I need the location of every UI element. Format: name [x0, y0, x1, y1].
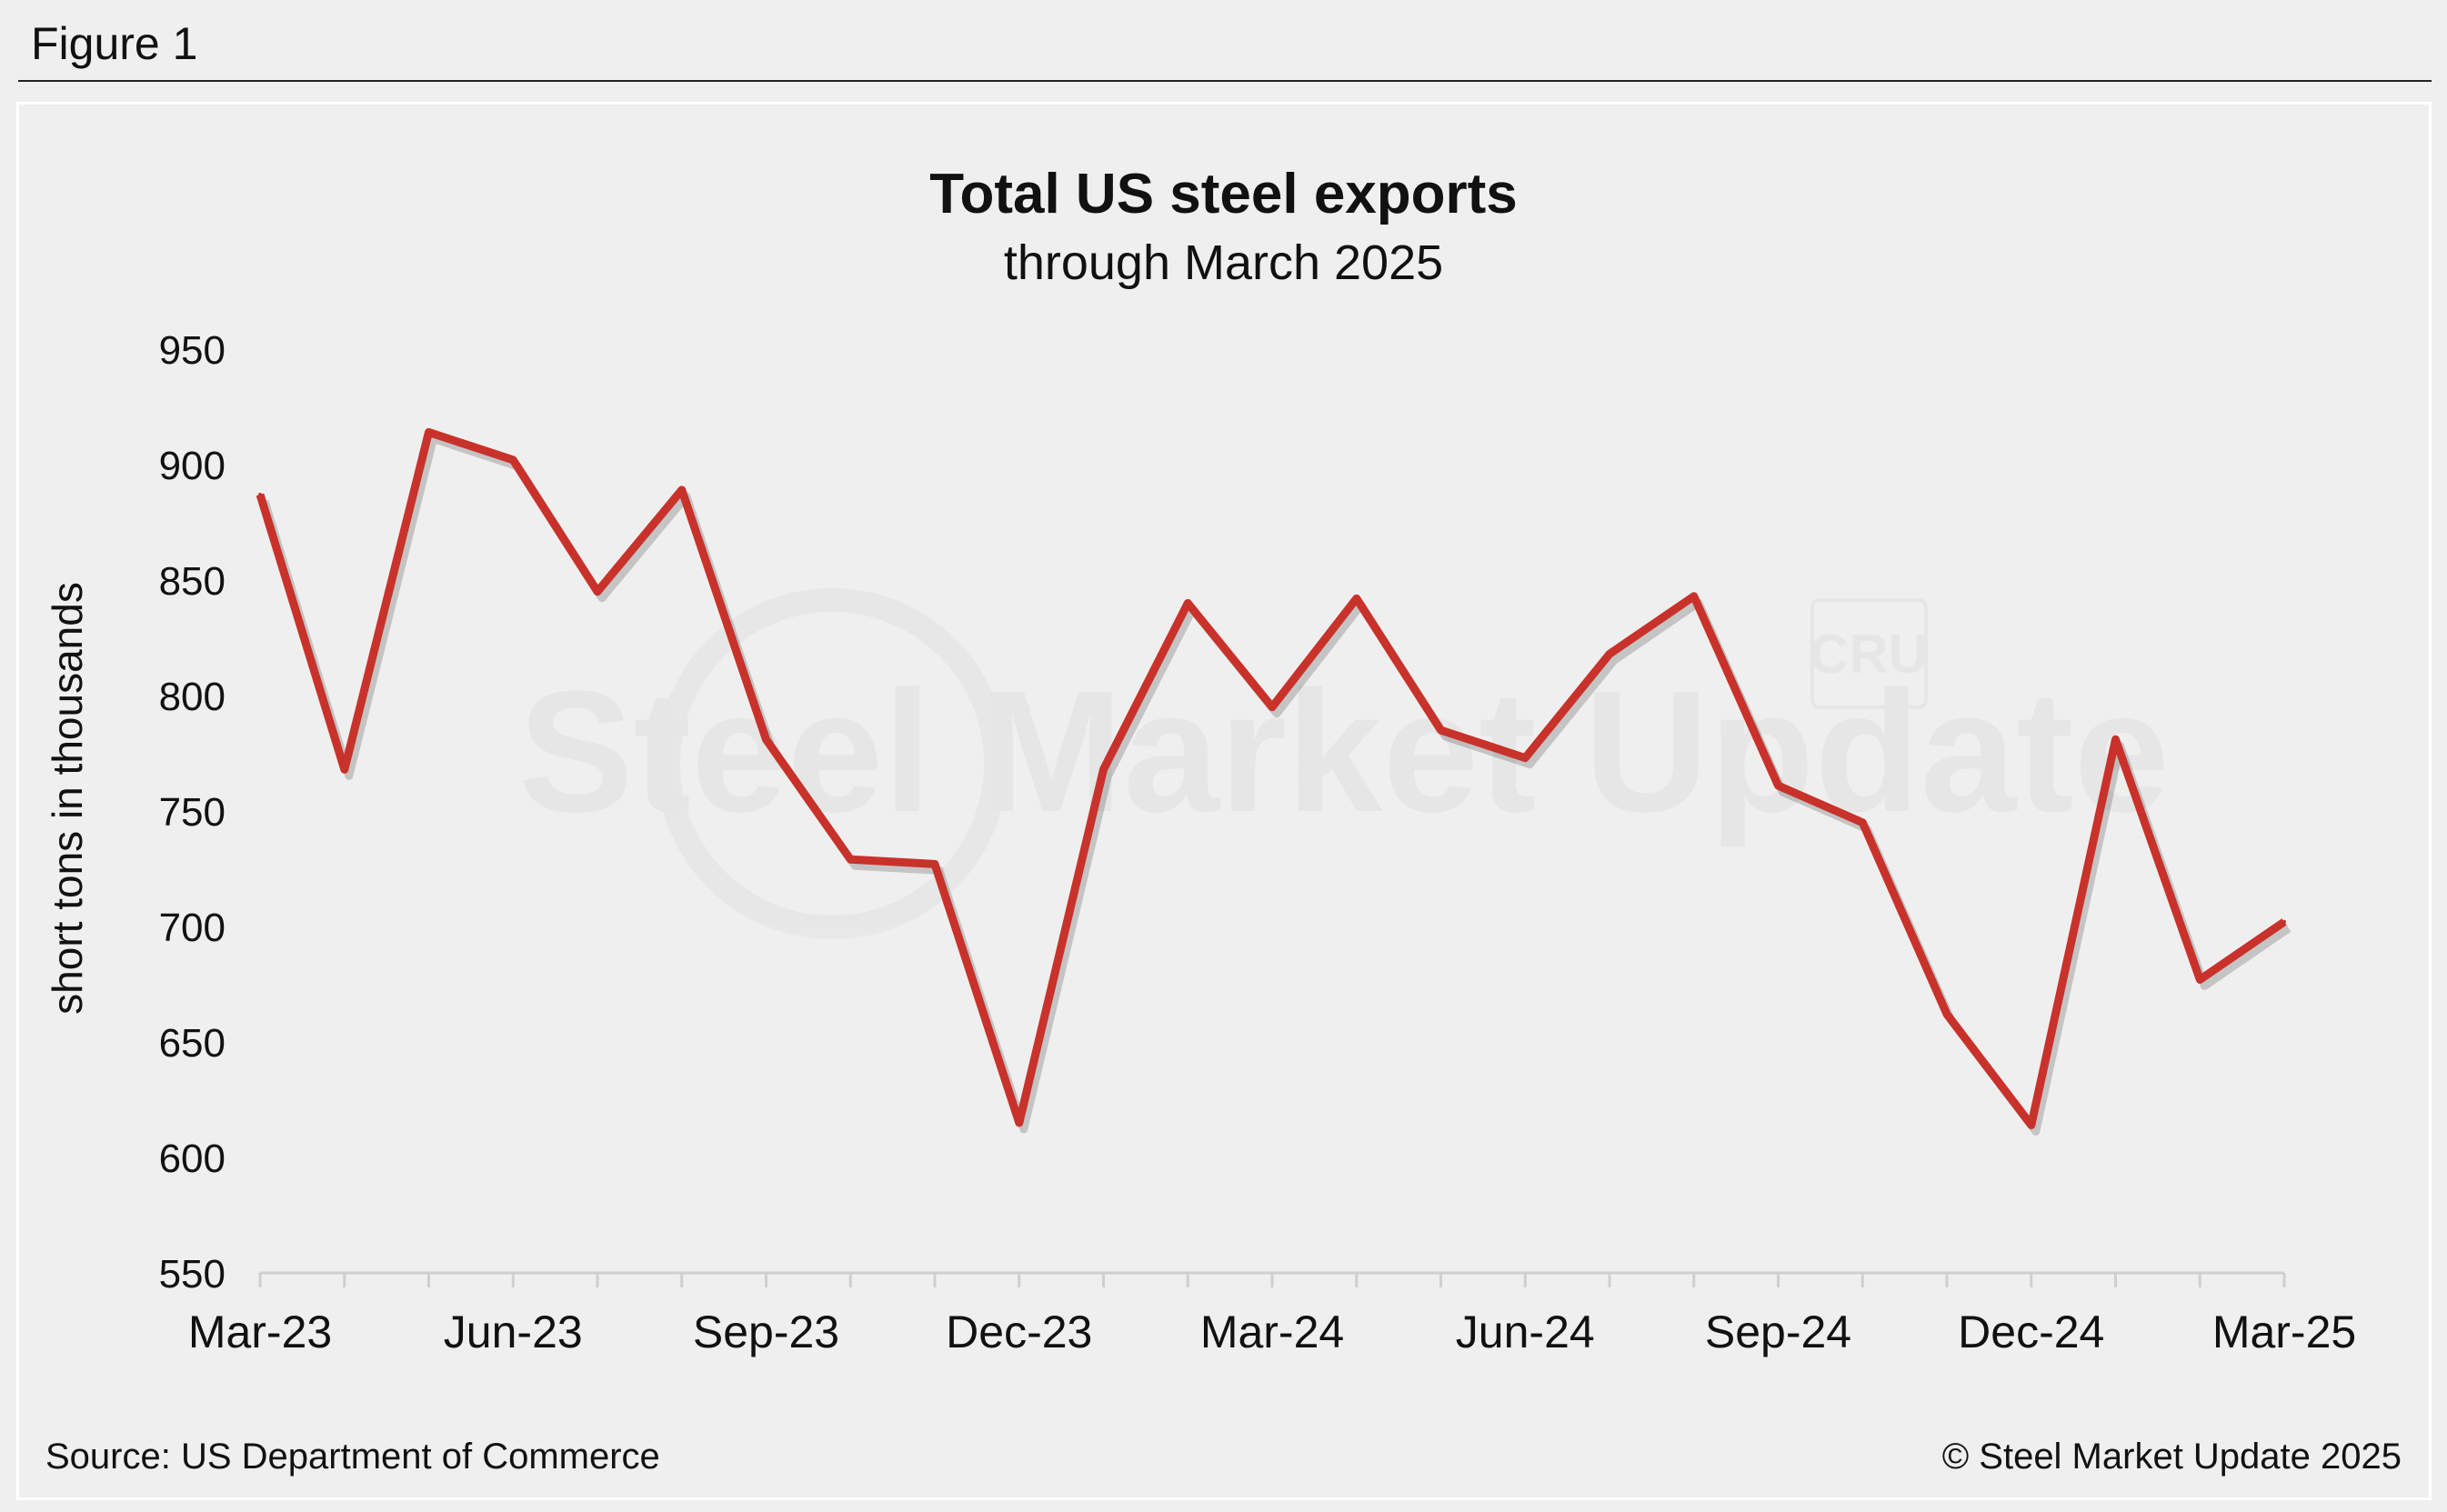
data-point: [1608, 652, 1611, 656]
x-tick-label: Mar-24: [1200, 1307, 1344, 1357]
figure-label: Figure 1: [31, 18, 198, 69]
chart-title: Total US steel exports: [929, 163, 1518, 225]
x-tick-label: Sep-24: [1705, 1307, 1851, 1357]
data-point: [2113, 737, 2118, 742]
data-point: [2198, 977, 2202, 982]
x-tick-label: Jun-24: [1456, 1307, 1595, 1357]
data-point: [2282, 919, 2286, 924]
y-axis-label: short tons in thousands: [44, 582, 91, 1015]
y-tick-label: 600: [159, 1137, 226, 1181]
data-point: [596, 589, 599, 594]
data-point: [1439, 728, 1443, 733]
source-note: Source: US Department of Commerce: [45, 1437, 660, 1477]
data-point: [1776, 784, 1780, 788]
watermark-text: Steel Market Update: [518, 656, 2170, 848]
y-tick-label: 700: [159, 906, 226, 950]
data-point: [1691, 594, 1696, 598]
y-tick-label: 850: [159, 559, 226, 604]
data-point: [1101, 767, 1106, 772]
x-tick-label: Jun-23: [444, 1307, 583, 1357]
data-point: [1270, 705, 1274, 709]
x-tick-label: Mar-25: [2212, 1307, 2356, 1357]
x-tick-label: Dec-23: [946, 1307, 1092, 1357]
data-point: [342, 767, 346, 772]
data-point: [679, 487, 684, 492]
watermark: Steel Market Update CRU: [518, 588, 2170, 939]
data-point: [511, 457, 516, 462]
y-tick-label: 650: [159, 1021, 226, 1066]
data-point: [2029, 1123, 2033, 1127]
chart-subtitle: through March 2025: [1003, 235, 1444, 290]
watermark-logo-text: CRU: [1810, 624, 1928, 685]
data-point: [1523, 756, 1528, 760]
copyright-note: © Steel Market Update 2025: [1941, 1437, 2402, 1477]
chart-panel: [16, 102, 2432, 1500]
y-tick-label: 550: [159, 1252, 226, 1297]
x-tick-label: Sep-23: [693, 1307, 839, 1357]
data-point: [1860, 820, 1865, 825]
data-point: [1017, 1120, 1021, 1125]
data-point: [1186, 601, 1190, 606]
header-divider: [18, 80, 2432, 82]
data-point: [1945, 1012, 1949, 1016]
y-tick-label: 950: [159, 328, 226, 373]
data-point: [426, 430, 431, 435]
data-point: [764, 737, 768, 742]
data-point: [848, 857, 853, 862]
watermark-ring-icon: [657, 588, 1008, 939]
data-point: [258, 493, 262, 497]
y-tick-label: 800: [159, 675, 226, 719]
data-point: [933, 862, 937, 866]
y-tick-label: 900: [159, 444, 226, 488]
x-tick-label: Mar-23: [188, 1307, 332, 1357]
series-layer: [256, 427, 2292, 1136]
x-tick-label: Dec-24: [1958, 1307, 2104, 1357]
data-point: [1354, 596, 1359, 601]
axes: Mar-23 Jun-23 Sep-23 Dec-23 Mar-24 Jun-24 Sep-…: [159, 328, 2357, 1357]
watermark-logo-box: [1810, 598, 1928, 709]
y-tick-label: 750: [159, 790, 226, 835]
